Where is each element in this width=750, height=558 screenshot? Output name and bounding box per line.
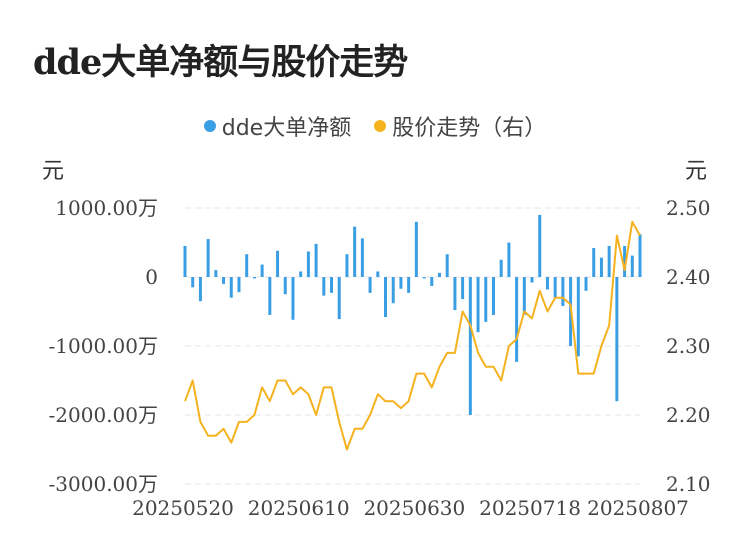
- bar: [615, 277, 619, 402]
- bar: [515, 277, 519, 362]
- bar: [561, 277, 565, 306]
- bar: [623, 245, 627, 277]
- bar: [422, 277, 426, 279]
- bar: [368, 277, 372, 293]
- right-tick-label: 2.50: [666, 196, 711, 220]
- bar: [599, 257, 603, 277]
- bar: [399, 277, 403, 289]
- bar: [476, 277, 480, 333]
- bar: [384, 277, 388, 318]
- bar: [576, 277, 580, 357]
- x-tick-label: 20250610: [248, 496, 350, 520]
- left-tick-label: -3000.00万: [49, 472, 158, 496]
- bar: [198, 277, 202, 302]
- bar: [499, 259, 503, 277]
- legend: dde大单净额 股价走势（右）: [0, 110, 750, 142]
- legend-item-price[interactable]: 股价走势（右）: [374, 110, 546, 142]
- price-line: [184, 220, 641, 451]
- left-tick-label: -2000.00万: [49, 403, 158, 427]
- x-tick-label: 20250807: [587, 496, 689, 520]
- right-tick-label: 2.20: [666, 403, 711, 427]
- bar: [222, 277, 226, 284]
- bar: [553, 277, 557, 298]
- bar: [314, 243, 318, 277]
- bar: [592, 248, 596, 277]
- bar: [276, 250, 280, 277]
- bar: [376, 271, 380, 277]
- bar: [322, 277, 326, 296]
- bar: [468, 277, 472, 415]
- bar: [453, 277, 457, 311]
- x-tick-label: 20250630: [363, 496, 465, 520]
- bar: [538, 214, 542, 277]
- legend-dot-dde: [203, 120, 216, 132]
- right-tick-label: 2.30: [666, 334, 711, 358]
- bar: [391, 277, 395, 304]
- left-tick-label: 0: [145, 265, 158, 289]
- x-tick-label: 20250520: [132, 496, 234, 520]
- bar: [283, 277, 287, 295]
- bar: [545, 277, 549, 290]
- bar: [491, 277, 495, 315]
- bar: [229, 277, 233, 298]
- bar: [183, 245, 187, 277]
- bar: [191, 277, 195, 288]
- left-tick-label: 1000.00万: [55, 196, 158, 220]
- bar: [430, 277, 434, 286]
- bar: [407, 277, 411, 293]
- bar: [214, 270, 218, 277]
- right-axis-unit: 元: [685, 159, 707, 184]
- bar: [330, 277, 334, 293]
- legend-label-price: 股价走势（右）: [392, 116, 547, 141]
- bar: [507, 242, 511, 277]
- bar: [484, 277, 488, 322]
- legend-item-dde[interactable]: dde大单净额: [203, 110, 352, 142]
- right-tick-label: 2.40: [666, 265, 711, 289]
- bar: [337, 277, 341, 320]
- right-tick-label: 2.10: [666, 472, 711, 496]
- bar: [252, 277, 256, 279]
- chart-title: dde大单净额与股价走势: [33, 42, 408, 83]
- bar: [437, 272, 441, 277]
- legend-dot-price: [374, 120, 387, 132]
- bar: [306, 251, 310, 277]
- left-axis-unit: 元: [42, 159, 64, 184]
- bar: [530, 277, 534, 283]
- bar: [360, 238, 364, 277]
- left-tick-label: -1000.00万: [49, 334, 158, 358]
- bar: [299, 271, 303, 277]
- bar: [245, 254, 249, 277]
- bar: [268, 277, 272, 315]
- bar: [630, 255, 634, 277]
- bar: [206, 239, 210, 277]
- bar: [584, 277, 588, 291]
- bar: [445, 254, 449, 277]
- bar: [291, 277, 295, 320]
- bar: [414, 221, 418, 277]
- bar: [353, 226, 357, 277]
- x-tick-label: 20250718: [479, 496, 581, 520]
- bar: [260, 264, 264, 277]
- bar: [522, 277, 526, 315]
- legend-label-dde: dde大单净额: [221, 116, 352, 141]
- bar: [607, 245, 611, 277]
- bar: [237, 277, 241, 293]
- bar: [638, 234, 642, 277]
- bar: [461, 277, 465, 300]
- bar: [345, 254, 349, 277]
